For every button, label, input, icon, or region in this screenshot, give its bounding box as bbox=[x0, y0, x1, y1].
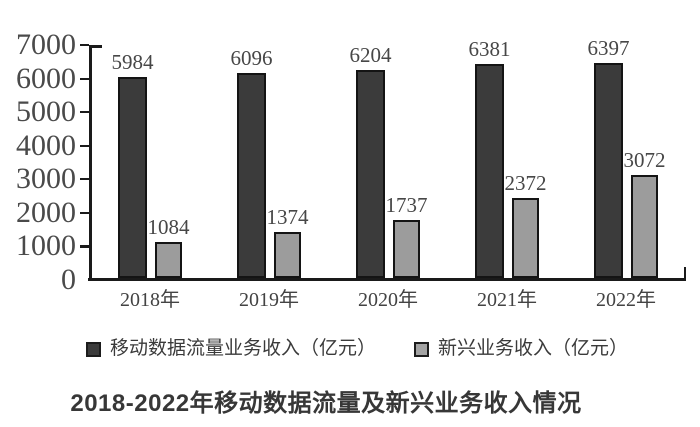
bar bbox=[356, 69, 385, 278]
bar-value-label: 5984 bbox=[111, 50, 154, 75]
bar bbox=[118, 77, 147, 278]
y-tick bbox=[80, 44, 89, 47]
legend-swatch-dark-icon bbox=[86, 341, 101, 357]
bar-value-label: 6204 bbox=[349, 42, 392, 67]
bar-value-label: 1084 bbox=[147, 214, 190, 239]
x-category-label: 2019年 bbox=[239, 289, 299, 311]
bar bbox=[237, 73, 266, 278]
bar-value-label: 6397 bbox=[587, 36, 630, 61]
legend-item-emerging-business: 新兴业务收入（亿元） bbox=[414, 338, 628, 360]
bar bbox=[393, 219, 420, 278]
bar-value-label: 3072 bbox=[623, 147, 666, 172]
bar bbox=[631, 174, 658, 278]
y-axis-top-cap bbox=[89, 45, 102, 48]
bar bbox=[512, 198, 539, 278]
y-tick-label: 2000 bbox=[16, 195, 76, 229]
x-category-label: 2018年 bbox=[120, 289, 180, 311]
bar-value-label: 2372 bbox=[504, 171, 547, 196]
y-tick bbox=[80, 111, 89, 114]
bar bbox=[594, 63, 623, 278]
legend-item-mobile-data: 移动数据流量业务收入（亿元） bbox=[86, 338, 376, 360]
y-tick bbox=[80, 144, 89, 147]
y-tick-label: 7000 bbox=[16, 28, 76, 61]
x-axis-end-cap bbox=[683, 267, 686, 280]
y-tick-label: 0 bbox=[61, 263, 76, 296]
x-category-label: 2022年 bbox=[596, 289, 656, 311]
y-tick bbox=[80, 245, 89, 248]
y-tick-label: 4000 bbox=[16, 128, 76, 162]
legend-label-mobile-data: 移动数据流量业务收入（亿元） bbox=[110, 338, 377, 359]
bar bbox=[274, 231, 301, 278]
y-tick bbox=[80, 178, 89, 181]
y-tick bbox=[80, 77, 89, 80]
bar-value-label: 6381 bbox=[468, 36, 511, 61]
legend-label-emerging-business: 新兴业务收入（亿元） bbox=[438, 338, 629, 359]
x-category-label: 2021年 bbox=[477, 289, 537, 311]
y-tick-label: 6000 bbox=[16, 61, 76, 95]
x-axis-line bbox=[88, 278, 686, 281]
bar-value-label: 1737 bbox=[385, 192, 428, 217]
y-axis-line bbox=[89, 45, 92, 280]
y-tick-label: 3000 bbox=[16, 162, 76, 196]
bar-value-label: 1374 bbox=[266, 204, 309, 229]
chart-title: 2018-2022年移动数据流量及新兴业务收入情况 bbox=[70, 390, 582, 417]
y-tick bbox=[80, 211, 89, 215]
bar bbox=[155, 241, 182, 278]
y-tick-label: 1000 bbox=[16, 229, 76, 263]
x-category-label: 2020年 bbox=[358, 289, 418, 311]
legend-swatch-gray-icon bbox=[414, 341, 429, 357]
bar bbox=[475, 63, 504, 278]
bar-value-label: 6096 bbox=[230, 46, 273, 71]
y-tick-label: 5000 bbox=[16, 95, 76, 129]
